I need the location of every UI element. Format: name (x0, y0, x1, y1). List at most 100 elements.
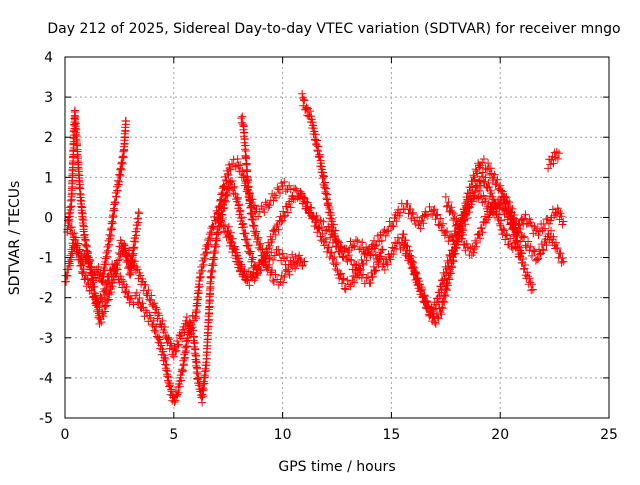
data-point-trace-4-232 (236, 206, 245, 215)
data-point-trace-4-251 (245, 249, 254, 258)
data-point-trace-7-55 (251, 229, 260, 238)
data-point-trace-8-24 (311, 130, 320, 139)
data-point-trace-5-133 (355, 245, 364, 254)
data-point-trace-1-56 (96, 292, 105, 301)
data-point-trace-6-266 (463, 214, 472, 223)
data-point-trace-7-79 (271, 270, 280, 279)
data-point-trace-1-157 (173, 390, 182, 399)
data-point-trace-3-64 (101, 302, 110, 311)
data-point-trace-4-171 (207, 273, 216, 282)
data-point-trace-10-89 (531, 256, 540, 265)
data-point-trace-1-41 (83, 275, 92, 284)
data-point-trace-9-27 (415, 280, 424, 289)
data-point-trace-9-194 (528, 285, 537, 294)
data-point-trace-4-177 (209, 261, 218, 270)
data-point-trace-1-119 (153, 333, 162, 342)
data-point-trace-8-30 (314, 142, 323, 151)
series-trace-10 (441, 192, 568, 267)
data-point-trace-9-15 (408, 260, 417, 269)
data-point-trace-10-88 (530, 247, 539, 256)
data-point-trace-6-315 (501, 235, 510, 244)
data-point-trace-4-63 (173, 337, 182, 346)
data-point-trace-5-150 (377, 236, 386, 245)
data-point-trace-9-105 (462, 203, 471, 212)
data-point-trace-9-78 (449, 257, 458, 266)
data-point-trace-6-28 (245, 281, 254, 290)
data-point-trace-9-40 (426, 308, 435, 317)
data-point-trace-4-205 (220, 203, 229, 212)
data-point-trace-1-181 (182, 342, 191, 351)
data-point-trace-9-152 (502, 196, 511, 205)
data-point-trace-5-82 (291, 184, 300, 193)
data-point-trace-1-231 (204, 242, 213, 251)
data-point-trace-9-128 (479, 154, 488, 163)
data-point-trace-9-6 (402, 246, 411, 255)
data-point-trace-7-50 (249, 215, 258, 224)
data-point-trace-5-15 (219, 181, 228, 190)
data-point-trace-4-186 (212, 242, 221, 251)
data-point-trace-9-8 (403, 242, 412, 251)
data-point-trace-6-131 (343, 276, 352, 285)
series-trace-8 (298, 89, 387, 288)
data-point-trace-8-95 (356, 265, 365, 274)
series-trace-11 (544, 147, 563, 173)
data-point-trace-6-291 (484, 178, 493, 187)
data-point-trace-9-115 (468, 183, 477, 192)
data-point-trace-5-31 (234, 161, 243, 170)
y-tick-label-6: 1 (44, 170, 53, 186)
data-point-trace-5-25 (226, 165, 235, 174)
data-point-trace-10-3 (444, 198, 453, 207)
data-point-trace-1-175 (180, 353, 189, 362)
data-point-trace-10-69 (508, 214, 517, 223)
data-point-trace-4-211 (223, 191, 232, 200)
data-point-trace-7-68 (260, 251, 269, 260)
data-point-trace-5-129 (349, 241, 358, 250)
data-point-trace-5-285 (520, 214, 529, 223)
data-point-trace-4-38 (152, 305, 161, 314)
data-point-trace-9-188 (523, 272, 532, 281)
data-point-trace-1-104 (138, 299, 147, 308)
data-point-trace-9-187 (523, 268, 532, 277)
data-point-trace-2-94 (76, 190, 85, 199)
data-point-trace-6-129 (340, 284, 349, 293)
data-point-trace-10-93 (535, 250, 544, 259)
data-point-trace-1-215 (196, 272, 205, 281)
data-point-trace-4-216 (226, 177, 235, 186)
data-point-trace-6-276 (470, 191, 479, 200)
data-point-trace-1-92 (124, 288, 133, 297)
data-point-trace-7-0 (237, 114, 246, 123)
data-point-trace-8-78 (335, 247, 344, 256)
data-point-trace-9-191 (526, 278, 535, 287)
data-point-trace-4-61 (171, 347, 180, 356)
data-point-trace-6-33 (252, 265, 261, 274)
y-tick-label-4: -1 (39, 251, 53, 267)
data-point-trace-5-195 (430, 205, 439, 214)
data-point-trace-7-94 (292, 260, 301, 269)
data-point-trace-1-196 (192, 314, 201, 323)
data-point-trace-3-67 (103, 296, 112, 305)
data-point-trace-5-144 (369, 236, 378, 245)
x-tick-label-3: 15 (382, 427, 400, 443)
data-point-trace-10-108 (549, 232, 558, 241)
data-point-trace-1-101 (135, 294, 144, 303)
y-axis-label: SDTVAR / TECUs (7, 181, 23, 296)
data-point-trace-10-90 (533, 255, 542, 264)
data-point-trace-6-118 (331, 260, 340, 269)
data-point-trace-5-56 (254, 212, 263, 221)
data-point-trace-6-136 (350, 278, 359, 287)
data-point-trace-6-20 (237, 260, 246, 269)
data-point-trace-3-131 (133, 224, 142, 233)
data-point-trace-1-139 (163, 367, 172, 376)
data-point-trace-2-168 (106, 231, 115, 240)
data-point-trace-11-8 (552, 147, 561, 156)
data-point-trace-1-122 (155, 335, 164, 344)
data-point-trace-1-115 (150, 326, 159, 335)
data-point-trace-7-31 (243, 175, 252, 184)
data-point-trace-7-56 (252, 227, 261, 236)
data-point-trace-2-4 (64, 219, 73, 228)
data-point-trace-4-250 (245, 248, 254, 257)
data-point-trace-4-246 (243, 235, 252, 244)
data-point-trace-4-26 (141, 280, 150, 289)
data-point-trace-2-203 (118, 159, 127, 168)
